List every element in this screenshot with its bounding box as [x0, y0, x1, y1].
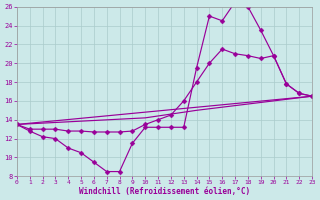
X-axis label: Windchill (Refroidissement éolien,°C): Windchill (Refroidissement éolien,°C): [79, 187, 250, 196]
